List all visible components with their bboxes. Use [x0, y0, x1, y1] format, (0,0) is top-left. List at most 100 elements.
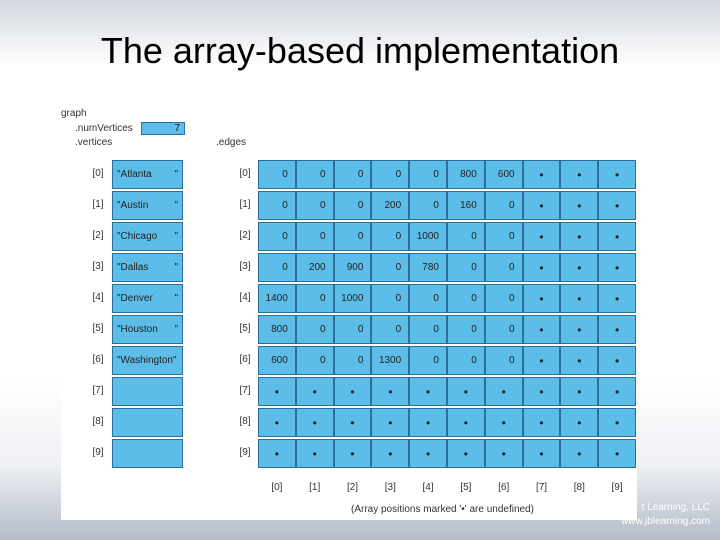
edge-column-index-label: [8] — [573, 482, 585, 493]
edge-weight-cell: • — [598, 408, 636, 437]
edge-weight-cell: • — [560, 346, 599, 375]
edge-column-index-label: [3] — [384, 482, 396, 493]
edge-weight-cell: 0 — [447, 284, 485, 313]
vertex-index-label: [2] — [92, 230, 104, 241]
edge-weight-cell: • — [371, 439, 410, 468]
edge-weight-cell: • — [333, 408, 372, 437]
edge-weight-cell: • — [522, 315, 561, 344]
vertex-quote: " — [174, 200, 178, 211]
vertex-cell — [112, 377, 183, 406]
vertex-quote: " — [174, 324, 178, 335]
edge-column-index-label: [9] — [611, 482, 623, 493]
vertices-label: .vertices — [75, 137, 113, 148]
edge-weight-cell: 0 — [295, 284, 334, 313]
edge-weight-cell: • — [560, 439, 599, 468]
edge-weight-cell: • — [295, 439, 334, 468]
num-vertices-value: 7 — [141, 122, 185, 135]
edge-weight-cell: 0 — [295, 222, 334, 251]
edge-weight-cell: 0 — [371, 315, 410, 344]
edge-weight-cell: 0 — [371, 222, 410, 251]
edge-weight-cell: 0 — [371, 253, 410, 282]
edge-weight-cell: • — [560, 408, 599, 437]
edge-weight-cell: 0 — [295, 315, 334, 344]
vertex-index-label: [3] — [92, 261, 104, 272]
vertex-name: "Dallas — [117, 262, 149, 273]
edge-weight-cell: 800 — [447, 160, 485, 189]
edge-row-index-label: [3] — [239, 261, 251, 272]
edge-weight-cell: • — [295, 377, 334, 406]
edge-weight-cell: • — [371, 408, 410, 437]
edge-weight-cell: 0 — [484, 191, 523, 220]
edge-weight-cell: • — [522, 346, 561, 375]
num-vertices-label: .numVertices — [75, 123, 133, 134]
vertex-name: "Houston — [117, 324, 158, 335]
edge-weight-cell: 600 — [258, 346, 296, 375]
vertex-cell — [112, 408, 183, 437]
edge-weight-cell: 200 — [295, 253, 334, 282]
edge-weight-cell: • — [522, 284, 561, 313]
edge-weight-cell: 0 — [258, 160, 296, 189]
edge-weight-cell: • — [409, 377, 447, 406]
edge-weight-cell: 0 — [409, 191, 447, 220]
edge-weight-cell: 0 — [447, 346, 485, 375]
edge-weight-cell: 0 — [258, 222, 296, 251]
vertex-cell: "Washington" — [112, 346, 183, 375]
edge-weight-cell: 0 — [409, 160, 447, 189]
edge-weight-cell: 0 — [295, 191, 334, 220]
edge-column-index-label: [5] — [460, 482, 472, 493]
vertex-cell: "Houston " — [112, 315, 183, 344]
edge-weight-cell: 1300 — [371, 346, 410, 375]
edge-weight-cell: 600 — [484, 160, 523, 189]
edge-row-index-label: [7] — [239, 385, 251, 396]
edge-weight-cell: • — [598, 377, 636, 406]
edge-weight-cell: 1400 — [258, 284, 296, 313]
edge-weight-cell: 0 — [295, 160, 334, 189]
undefined-footnote: (Array positions marked '•' are undefine… — [351, 504, 534, 515]
graph-label: graph — [61, 108, 87, 119]
edge-weight-cell: • — [598, 346, 636, 375]
edge-weight-cell: • — [560, 315, 599, 344]
edge-weight-cell: • — [560, 222, 599, 251]
vertex-index-label: [0] — [92, 168, 104, 179]
edge-column-index-label: [7] — [535, 482, 548, 493]
vertex-index-label: [5] — [92, 323, 104, 334]
edge-weight-cell: 0 — [333, 191, 372, 220]
edge-weight-cell: 0 — [484, 315, 523, 344]
edge-weight-cell: 0 — [258, 191, 296, 220]
vertex-name: "Chicago — [117, 231, 158, 242]
vertex-quote: " — [174, 169, 178, 180]
vertex-cell: "Atlanta " — [112, 160, 183, 189]
edge-weight-cell: • — [560, 160, 599, 189]
edge-weight-cell: • — [598, 222, 636, 251]
edge-weight-cell: • — [598, 315, 636, 344]
edge-weight-cell: • — [522, 439, 561, 468]
vertex-index-label: [6] — [92, 354, 104, 365]
edge-weight-cell: • — [447, 377, 485, 406]
edge-row-index-label: [2] — [239, 230, 251, 241]
edge-row-index-label: [8] — [239, 416, 251, 427]
edge-weight-cell: • — [598, 253, 636, 282]
edge-weight-cell: 200 — [371, 191, 410, 220]
edge-weight-cell: 0 — [258, 253, 296, 282]
edge-weight-cell: 0 — [409, 315, 447, 344]
edge-weight-cell: • — [522, 160, 561, 189]
edge-weight-cell: • — [333, 377, 372, 406]
edge-weight-cell: • — [598, 439, 636, 468]
edge-weight-cell: • — [484, 377, 523, 406]
array-implementation-figure: graph .numVertices 7 .vertices .edges (A… — [61, 106, 637, 520]
edges-label: .edges — [216, 137, 247, 148]
edge-weight-cell: 0 — [484, 253, 523, 282]
edge-weight-cell: • — [258, 439, 296, 468]
edge-weight-cell: • — [484, 408, 523, 437]
edge-weight-cell: • — [409, 408, 447, 437]
edge-weight-cell: 0 — [409, 284, 447, 313]
edge-column-index-label: [6] — [498, 482, 510, 493]
edge-weight-cell: • — [258, 377, 296, 406]
vertex-index-label: [1] — [92, 199, 104, 210]
edge-weight-cell: • — [522, 408, 561, 437]
edge-weight-cell: 800 — [258, 315, 296, 344]
edge-weight-cell: • — [522, 222, 561, 251]
edge-weight-cell: 0 — [484, 284, 523, 313]
edge-column-index-label: [4] — [422, 482, 434, 493]
vertex-quote: " — [174, 293, 178, 304]
